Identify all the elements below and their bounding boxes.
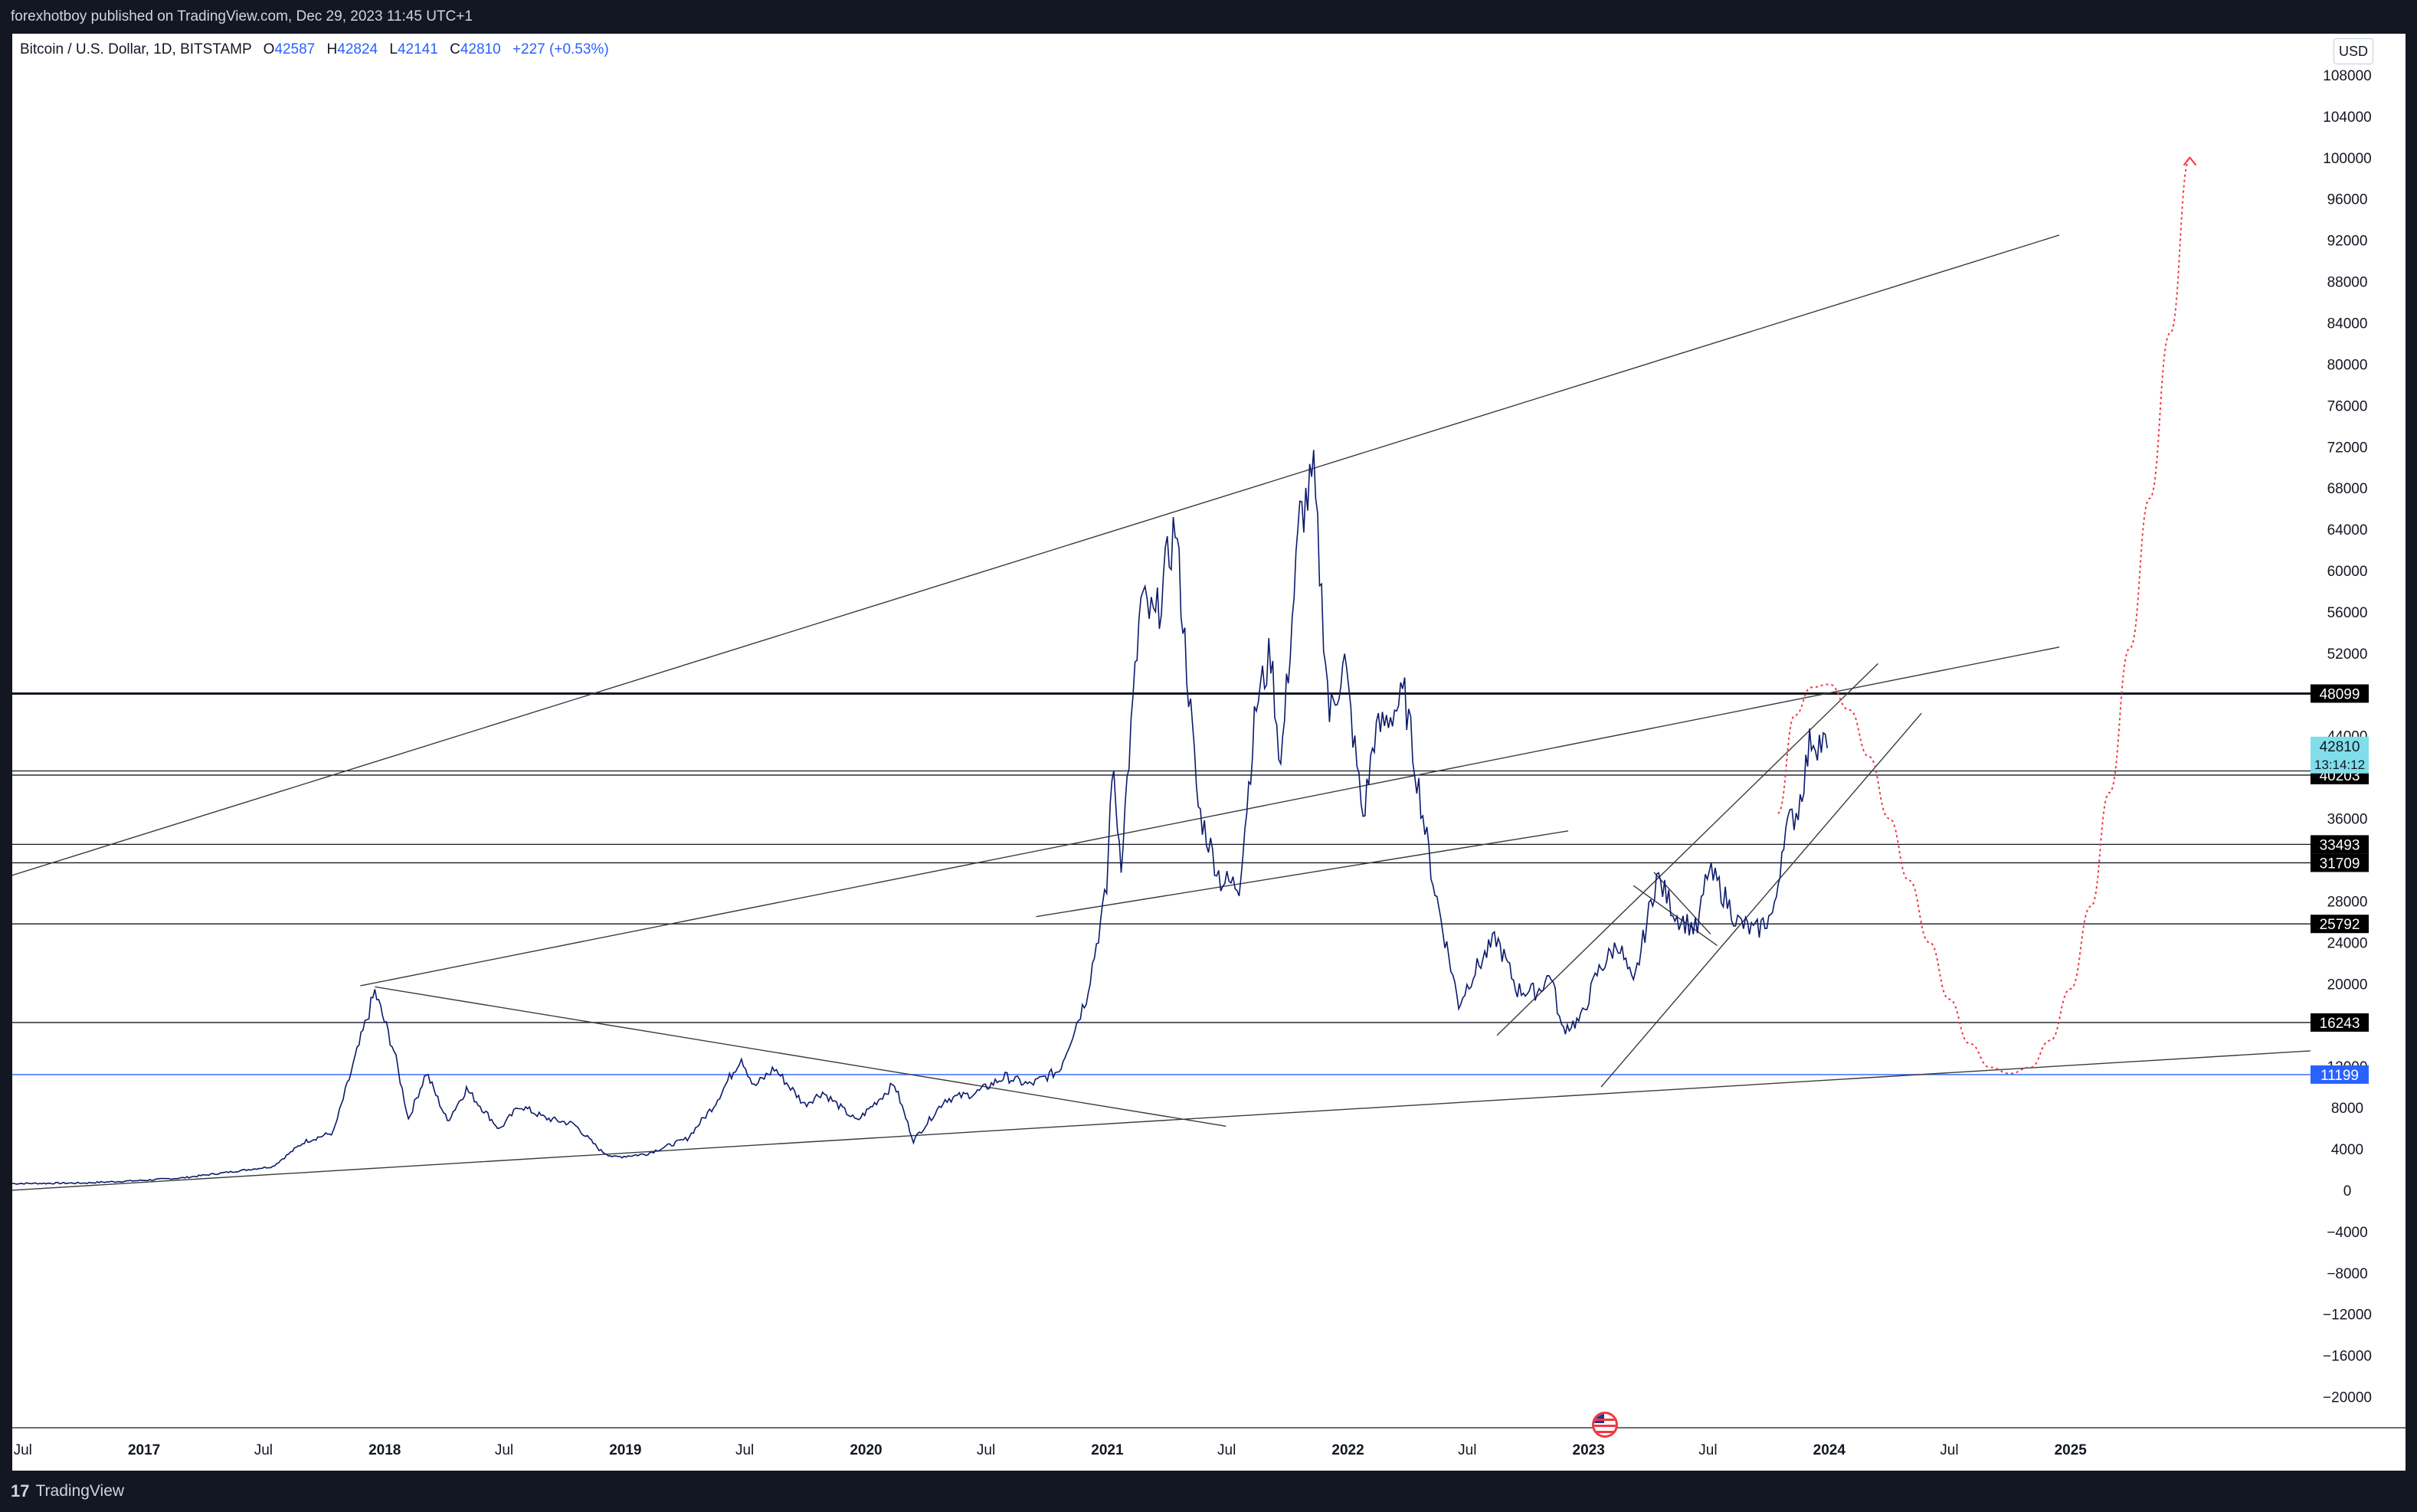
flag-stripe — [1594, 1431, 1616, 1433]
x-tick-label: Jul — [735, 1442, 754, 1458]
close-value: 42810 — [460, 41, 501, 57]
currency-label: USD — [2338, 44, 2368, 59]
level-badge-label: 33493 — [2320, 837, 2360, 853]
y-tick-label: 24000 — [2327, 935, 2368, 951]
projection-arrowhead — [2183, 156, 2197, 166]
x-tick-label: 2020 — [850, 1442, 882, 1458]
publish-info-text: forexhotboy published on TradingView.com… — [11, 8, 473, 25]
y-tick-label: 92000 — [2327, 234, 2368, 250]
tradingview-brand: TradingView — [35, 1482, 125, 1500]
trendline[interactable] — [375, 986, 1227, 1127]
symbol-title: Bitcoin / U.S. Dollar, 1D, BITSTAMP — [20, 41, 252, 57]
trendline[interactable] — [12, 1050, 2311, 1191]
trendline[interactable] — [1600, 712, 1922, 1088]
tradingview-logo-icon: 17 — [11, 1481, 30, 1501]
y-tick-label: 36000 — [2327, 812, 2368, 828]
y-tick-label: 68000 — [2327, 481, 2368, 497]
y-tick-label: 104000 — [2323, 110, 2371, 126]
open-value: 42587 — [274, 41, 316, 57]
flag-stripe — [1594, 1425, 1616, 1427]
x-tick-label: 2023 — [1573, 1442, 1605, 1458]
level-badge-label: 11199 — [2320, 1068, 2359, 1084]
y-tick-label: 0 — [2343, 1183, 2352, 1199]
y-tick-label: 100000 — [2323, 151, 2371, 167]
level-badge-label: 48099 — [2320, 686, 2360, 702]
x-tick-label: 2018 — [368, 1442, 401, 1458]
high-label: H — [326, 41, 338, 57]
y-tick-label: −20000 — [2323, 1390, 2372, 1406]
trendline[interactable] — [1633, 885, 1718, 946]
y-tick-label: 76000 — [2327, 398, 2368, 414]
level-badge — [2311, 853, 2369, 872]
trendline[interactable] — [1036, 830, 1569, 918]
y-tick-label: 28000 — [2327, 894, 2368, 910]
currency-selector[interactable]: USD — [2333, 38, 2373, 64]
flag-stripe — [1594, 1419, 1616, 1421]
x-tick-label: 2022 — [1331, 1442, 1364, 1458]
level-badge-label: 31709 — [2320, 856, 2360, 872]
trendline[interactable] — [1653, 872, 1711, 935]
low-label: L — [389, 41, 398, 57]
level-badge — [2311, 1013, 2369, 1032]
level-badge — [2311, 684, 2369, 703]
chart-legend: Bitcoin / U.S. Dollar, 1D, BITSTAMP O425… — [20, 41, 609, 58]
y-tick-label: −12000 — [2323, 1307, 2372, 1324]
footer-bar: 17 TradingView — [0, 1471, 2417, 1512]
level-badge-label: 16243 — [2320, 1016, 2360, 1032]
countdown-label: 13:14:12 — [2314, 758, 2365, 772]
level-badge-label: 25792 — [2320, 917, 2360, 933]
x-tick-label: 2025 — [2055, 1442, 2088, 1458]
y-tick-label: 96000 — [2327, 192, 2368, 208]
x-tick-label: Jul — [977, 1442, 995, 1458]
y-tick-label: 64000 — [2327, 522, 2368, 538]
x-tick-label: Jul — [1217, 1442, 1236, 1458]
level-badge — [2311, 1065, 2369, 1084]
y-tick-label: 72000 — [2327, 440, 2368, 456]
y-tick-label: −8000 — [2327, 1266, 2367, 1282]
x-tick-label: Jul — [495, 1442, 513, 1458]
open-label: O — [263, 41, 275, 57]
price-chart[interactable]: 108000 104000 100000 96000 92000 88000 84000 80… — [12, 34, 2406, 1471]
x-tick-label: Jul — [1698, 1442, 1717, 1458]
current-price-badge — [2311, 736, 2369, 774]
x-tick-label: 2017 — [128, 1442, 160, 1458]
x-tick-label: Jul — [1940, 1442, 1958, 1458]
publish-header: forexhotboy published on TradingView.com… — [0, 0, 2417, 34]
trendline[interactable] — [1496, 663, 1878, 1036]
y-tick-label: −4000 — [2327, 1225, 2367, 1241]
y-tick-label: 108000 — [2323, 68, 2371, 84]
y-tick-label: 88000 — [2327, 275, 2368, 291]
current-price-label: 42810 — [2320, 739, 2360, 755]
projection-path[interactable] — [1777, 156, 2191, 1075]
chart-area[interactable]: 108000 104000 100000 96000 92000 88000 84000 80… — [12, 34, 2406, 1471]
x-tick-label: Jul — [1458, 1442, 1476, 1458]
x-tick-label: 2019 — [609, 1442, 641, 1458]
low-value: 42141 — [397, 41, 438, 57]
trendline[interactable] — [12, 234, 2060, 876]
close-label: C — [450, 41, 460, 57]
btc-price-series[interactable] — [12, 450, 1828, 1185]
level-badge — [2311, 835, 2369, 854]
us-flag-event-icon[interactable] — [1592, 1412, 1618, 1438]
trendline[interactable] — [360, 646, 2060, 987]
y-tick-label: 8000 — [2331, 1101, 2363, 1117]
y-tick-label: 52000 — [2327, 646, 2368, 663]
y-tick-label: 4000 — [2331, 1142, 2363, 1158]
y-tick-label: 80000 — [2327, 357, 2368, 373]
x-tick-label: Jul — [14, 1442, 32, 1458]
level-badge — [2311, 915, 2369, 934]
x-tick-label: 2024 — [1813, 1442, 1846, 1458]
high-value: 42824 — [337, 41, 378, 57]
y-tick-label: 84000 — [2327, 316, 2368, 332]
y-tick-label: 56000 — [2327, 605, 2368, 621]
price-axis[interactable] — [2311, 34, 2406, 1428]
x-tick-label: 2021 — [1091, 1442, 1124, 1458]
y-tick-label: 60000 — [2327, 564, 2368, 580]
x-tick-label: Jul — [254, 1442, 273, 1458]
y-tick-label: 20000 — [2327, 977, 2368, 993]
y-tick-label: −16000 — [2323, 1349, 2372, 1365]
change-value: +227 (+0.53%) — [512, 41, 609, 57]
